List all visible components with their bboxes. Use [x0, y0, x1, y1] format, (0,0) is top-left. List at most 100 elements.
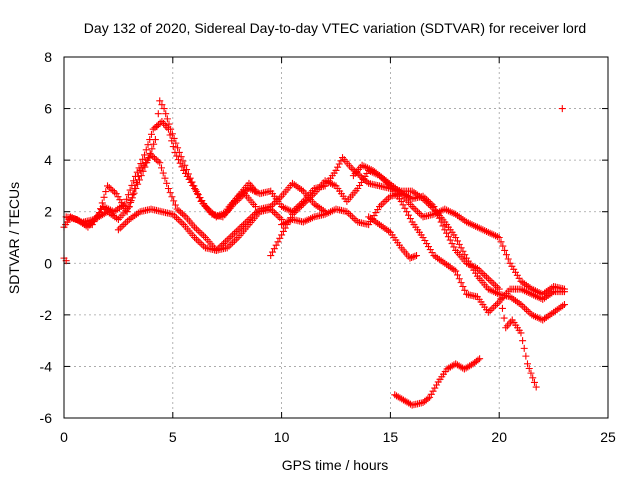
y-axis-label: SDTVAR / TECUs: [6, 182, 22, 294]
data-point: [137, 172, 145, 180]
data-point: [173, 205, 181, 213]
x-tick-label: 0: [60, 429, 68, 445]
data-point: [190, 182, 198, 190]
data-point: [498, 304, 506, 312]
data-point: [141, 151, 149, 159]
data-point: [153, 123, 161, 131]
data-point: [162, 110, 170, 118]
data-point: [501, 246, 509, 254]
series-track-10: [391, 355, 484, 409]
data-point: [172, 139, 180, 147]
data-point: [519, 337, 527, 345]
data-point: [151, 154, 159, 162]
data-point: [195, 194, 203, 202]
data-point: [457, 279, 465, 287]
data-point: [139, 155, 147, 163]
data-point: [164, 185, 172, 193]
data-point: [139, 167, 147, 175]
data-point: [129, 191, 137, 199]
data-point: [154, 157, 162, 165]
x-tick-label: 25: [600, 429, 616, 445]
data-point: [168, 130, 176, 138]
data-point: [100, 193, 108, 201]
data-point: [133, 178, 141, 186]
data-point: [126, 186, 134, 194]
plot-frame: [63, 56, 609, 419]
data-point: [432, 206, 440, 214]
data-point: [174, 144, 182, 152]
data-point: [356, 172, 364, 180]
series-track-2: [62, 97, 259, 231]
data-point: [424, 395, 432, 403]
data-point: [332, 166, 340, 174]
data-point: [110, 188, 118, 196]
data-point: [125, 203, 133, 211]
data-point: [130, 189, 138, 197]
data-point: [181, 161, 189, 169]
data-point: [158, 101, 166, 109]
data-point: [335, 160, 343, 168]
data-point: [180, 211, 188, 219]
data-point: [170, 134, 178, 142]
data-point: [175, 148, 183, 156]
data-point: [166, 189, 174, 197]
data-point: [525, 364, 533, 372]
data-point: [177, 208, 185, 216]
data-point: [184, 170, 192, 178]
data-point: [142, 146, 150, 154]
data-point: [495, 234, 503, 241]
data-point: [413, 252, 421, 260]
data-point: [504, 255, 512, 263]
data-point: [171, 201, 179, 209]
data-point: [151, 136, 159, 144]
data-point: [147, 130, 155, 138]
data-point: [251, 203, 259, 211]
series-track-3: [80, 151, 286, 254]
data-point: [183, 166, 191, 174]
data-point: [500, 314, 508, 322]
y-tick-label: 2: [44, 204, 52, 220]
data-point: [97, 205, 105, 213]
data-point: [179, 157, 187, 165]
y-tick-label: 6: [44, 101, 52, 117]
data-point: [529, 374, 537, 382]
data-point: [160, 105, 168, 113]
data-point: [170, 197, 178, 205]
series-track-8: [349, 161, 540, 391]
data-point: [560, 301, 568, 309]
data-point: [175, 207, 183, 215]
data-point: [408, 253, 416, 261]
data-point: [109, 187, 117, 195]
data-point: [530, 378, 538, 386]
data-point: [150, 140, 158, 148]
data-point: [495, 285, 503, 293]
data-point: [523, 360, 531, 368]
data-point: [502, 251, 510, 259]
chart-title: Day 132 of 2020, Sidereal Day-to-day VTE…: [84, 20, 586, 36]
y-tick-label: -2: [40, 307, 53, 323]
data-point: [163, 179, 171, 187]
data-point: [157, 164, 165, 172]
data-point: [167, 125, 175, 133]
data-point: [147, 151, 155, 159]
data-point: [459, 282, 467, 290]
data-point: [347, 164, 355, 172]
data-point: [497, 238, 505, 246]
data-point: [168, 193, 176, 201]
data-point: [474, 356, 482, 364]
data-point: [149, 125, 157, 133]
data-point: [431, 384, 439, 392]
data-point: [406, 254, 414, 262]
y-tick-label: -4: [40, 358, 53, 374]
data-point: [499, 242, 507, 250]
x-tick-label: 20: [491, 429, 507, 445]
data-point: [429, 387, 437, 395]
data-point: [159, 169, 167, 177]
data-point: [105, 183, 113, 191]
x-axis-label: GPS time / hours: [282, 457, 389, 473]
data-point: [137, 160, 145, 168]
data-point: [154, 110, 162, 118]
data-point: [107, 185, 115, 193]
data-point: [452, 267, 460, 275]
